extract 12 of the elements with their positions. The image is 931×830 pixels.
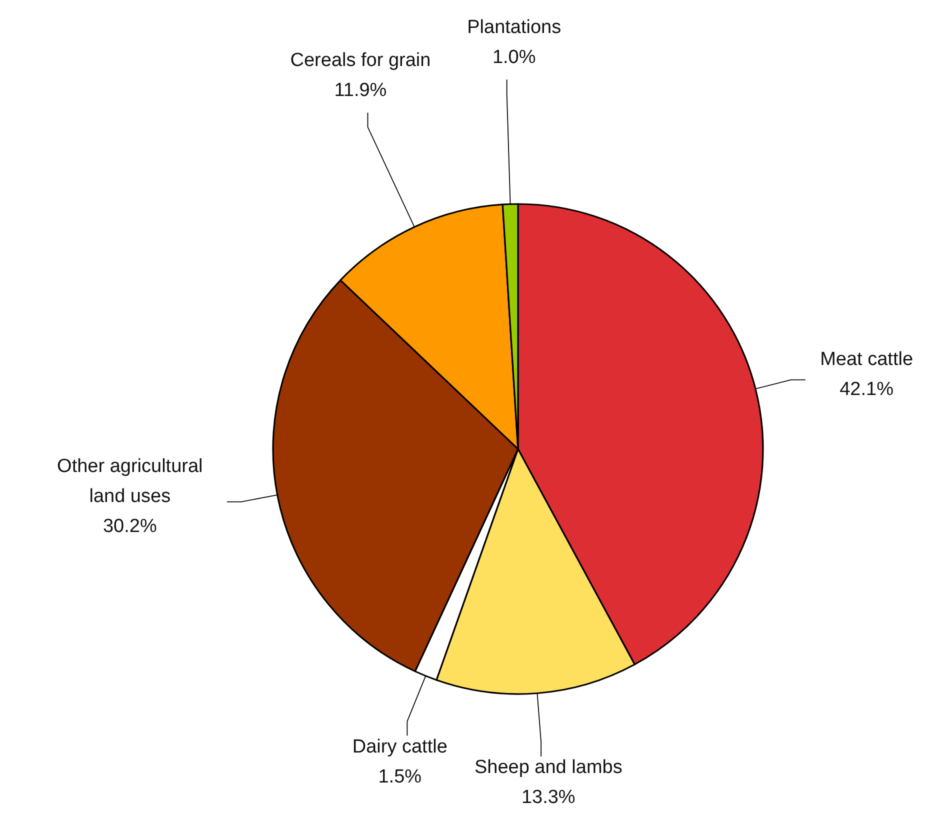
slice-label: Plantations	[467, 16, 562, 38]
data-label: 11.9%	[334, 80, 387, 102]
data-label: 1.5%	[378, 766, 422, 788]
slice-label: Sheep and lambs	[474, 757, 622, 778]
data-label: 30.2%	[102, 516, 157, 537]
slice-label: Cereals for grain	[290, 50, 431, 72]
slice-label: Other agricultural land uses	[57, 456, 203, 507]
slice-label: Dairy cattle	[352, 736, 448, 758]
data-label: 13.3%	[521, 787, 576, 808]
data-label: 1.0%	[492, 46, 536, 68]
slice-label: Meat cattle	[820, 348, 914, 370]
data-label: 42.1%	[840, 378, 894, 400]
